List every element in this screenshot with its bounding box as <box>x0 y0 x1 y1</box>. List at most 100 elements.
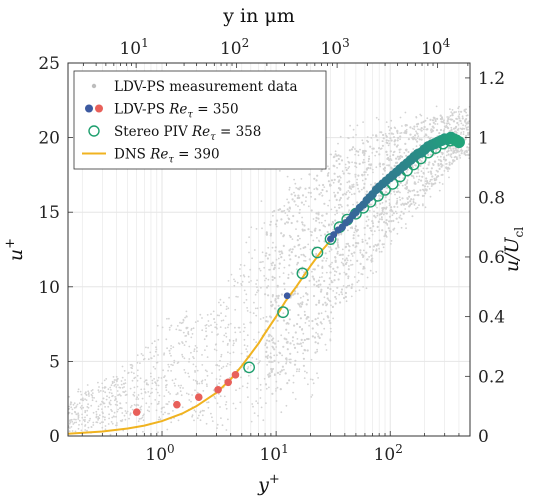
measurement-point <box>313 177 316 180</box>
measurement-point <box>123 370 126 372</box>
measurement-point <box>407 201 410 204</box>
measurement-point <box>340 288 344 291</box>
measurement-point <box>358 190 361 193</box>
measurement-point <box>110 408 112 411</box>
measurement-point <box>190 351 192 354</box>
measurement-point <box>151 379 154 382</box>
measurement-point <box>152 366 155 368</box>
measurement-point <box>99 403 102 406</box>
measurement-point <box>234 308 237 311</box>
measurement-point <box>185 327 188 330</box>
measurement-point <box>361 238 364 241</box>
measurement-point <box>160 411 163 413</box>
measurement-point <box>104 425 107 427</box>
measurement-point <box>337 157 340 161</box>
measurement-point <box>326 286 330 289</box>
measurement-point <box>399 191 401 194</box>
measurement-point <box>424 192 427 195</box>
measurement-point <box>321 259 324 262</box>
measurement-point <box>265 286 269 289</box>
measurement-point <box>366 224 369 227</box>
measurement-point <box>294 331 297 334</box>
measurement-point <box>278 208 282 211</box>
measurement-point <box>311 275 314 278</box>
measurement-point <box>366 215 369 218</box>
measurement-point <box>439 163 442 166</box>
measurement-point <box>322 224 325 227</box>
measurement-point <box>253 249 256 251</box>
measurement-point <box>71 412 73 415</box>
measurement-point <box>347 172 350 175</box>
measurement-point <box>431 178 433 181</box>
measurement-point <box>399 199 402 201</box>
measurement-point <box>145 402 148 405</box>
measurement-point <box>421 175 424 178</box>
measurement-point <box>347 254 350 257</box>
measurement-point <box>77 388 80 391</box>
measurement-point <box>155 384 158 386</box>
measurement-point <box>296 239 299 242</box>
measurement-point <box>434 182 437 185</box>
measurement-point <box>386 157 389 160</box>
measurement-point <box>380 212 383 215</box>
measurement-point <box>205 324 208 326</box>
measurement-point <box>467 126 469 128</box>
measurement-point <box>282 272 285 274</box>
measurement-point <box>180 322 183 325</box>
measurement-point <box>296 338 299 340</box>
measurement-point <box>263 275 266 277</box>
measurement-point <box>282 312 285 315</box>
measurement-point <box>372 272 374 275</box>
measurement-point <box>429 195 432 198</box>
measurement-point <box>261 251 264 254</box>
measurement-point <box>423 125 426 129</box>
measurement-point <box>140 388 143 391</box>
measurement-point <box>250 226 253 229</box>
measurement-point <box>341 205 343 208</box>
measurement-point <box>287 322 290 325</box>
measurement-point <box>99 422 102 425</box>
measurement-point <box>346 242 350 245</box>
measurement-point <box>87 426 90 429</box>
legend-entry-text: DNS <box>114 147 150 163</box>
measurement-point <box>448 163 451 166</box>
measurement-point <box>451 114 454 117</box>
measurement-point <box>344 193 347 196</box>
measurement-point <box>426 128 429 131</box>
measurement-point <box>155 348 158 351</box>
measurement-point <box>262 419 265 422</box>
measurement-point <box>239 275 242 277</box>
measurement-point <box>348 161 351 164</box>
measurement-point <box>97 381 99 384</box>
measurement-point <box>136 361 139 364</box>
measurement-point <box>138 418 141 420</box>
measurement-point <box>71 430 74 432</box>
measurement-point <box>93 397 95 399</box>
measurement-point <box>317 301 321 304</box>
measurement-point <box>354 148 356 150</box>
measurement-point <box>344 295 347 298</box>
measurement-point <box>359 249 362 252</box>
measurement-point <box>265 320 268 323</box>
measurement-point <box>397 190 400 193</box>
measurement-point <box>219 359 221 362</box>
measurement-point <box>372 147 375 150</box>
measurement-point <box>397 136 400 139</box>
measurement-point <box>299 302 302 305</box>
measurement-point <box>288 254 291 257</box>
measurement-point <box>304 260 307 262</box>
measurement-point <box>115 379 118 382</box>
measurement-point <box>196 346 198 349</box>
measurement-point <box>336 244 340 247</box>
measurement-point <box>448 116 450 118</box>
measurement-point <box>334 270 336 273</box>
measurement-point <box>259 360 261 362</box>
measurement-point <box>390 243 392 245</box>
measurement-point <box>411 189 414 192</box>
measurement-point <box>142 358 145 361</box>
measurement-point <box>295 187 298 189</box>
measurement-point <box>435 150 438 153</box>
measurement-point <box>243 289 246 292</box>
measurement-point <box>325 304 328 307</box>
